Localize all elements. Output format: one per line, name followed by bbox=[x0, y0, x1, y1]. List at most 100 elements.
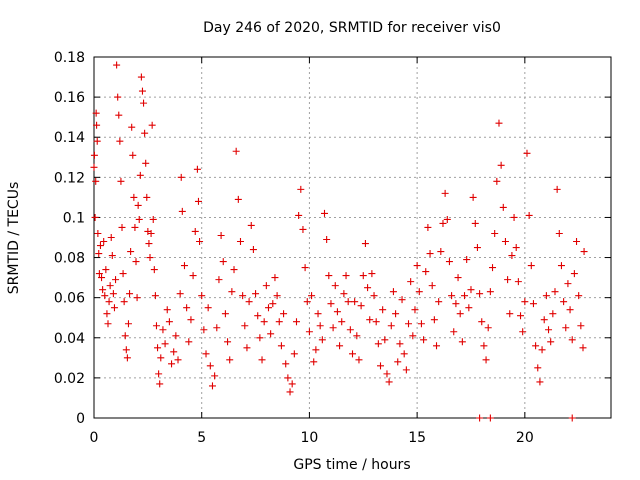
plot-frame bbox=[93, 56, 612, 419]
data-point bbox=[577, 322, 585, 330]
data-point bbox=[469, 193, 477, 201]
data-point bbox=[493, 177, 501, 185]
data-point bbox=[105, 298, 113, 306]
data-point bbox=[142, 159, 150, 167]
data-point bbox=[126, 290, 134, 298]
data-point bbox=[461, 292, 469, 300]
data-points bbox=[90, 61, 588, 422]
data-point bbox=[102, 266, 110, 274]
data-point bbox=[101, 292, 109, 300]
data-point bbox=[115, 111, 123, 119]
data-point bbox=[400, 350, 408, 358]
data-point bbox=[132, 258, 140, 266]
data-point bbox=[213, 324, 221, 332]
data-point bbox=[109, 290, 117, 298]
data-point bbox=[94, 229, 102, 237]
data-point bbox=[437, 248, 445, 256]
data-point bbox=[143, 193, 151, 201]
data-point bbox=[420, 336, 428, 344]
x-tick-label: 0 bbox=[90, 430, 99, 446]
data-point bbox=[413, 262, 421, 270]
data-point bbox=[320, 209, 328, 217]
data-point bbox=[361, 240, 369, 248]
data-point bbox=[140, 99, 148, 107]
data-point bbox=[463, 256, 471, 264]
data-point bbox=[318, 336, 326, 344]
data-point bbox=[325, 272, 333, 280]
data-point bbox=[267, 330, 275, 338]
data-point bbox=[155, 370, 163, 378]
data-point bbox=[433, 342, 441, 350]
data-point bbox=[252, 290, 260, 298]
data-point bbox=[219, 258, 227, 266]
data-point bbox=[170, 348, 178, 356]
data-point bbox=[138, 87, 146, 95]
data-point bbox=[95, 250, 103, 258]
data-point bbox=[117, 177, 125, 185]
data-point bbox=[517, 312, 525, 320]
data-point bbox=[359, 272, 367, 280]
data-point bbox=[118, 223, 126, 231]
y-tick-label: 0.12 bbox=[54, 170, 85, 186]
data-point bbox=[103, 310, 111, 318]
data-point bbox=[245, 298, 253, 306]
data-point bbox=[351, 298, 359, 306]
data-point bbox=[458, 338, 466, 346]
data-point bbox=[284, 374, 292, 382]
data-point bbox=[91, 213, 99, 221]
data-point bbox=[90, 151, 98, 159]
data-point bbox=[178, 207, 186, 215]
data-point bbox=[303, 298, 311, 306]
data-point bbox=[476, 290, 484, 298]
data-point bbox=[331, 282, 339, 290]
data-point bbox=[484, 324, 492, 332]
data-point bbox=[536, 378, 544, 386]
data-point bbox=[119, 270, 127, 278]
data-point bbox=[129, 151, 137, 159]
data-point bbox=[415, 288, 423, 296]
data-point bbox=[191, 227, 199, 235]
data-point bbox=[258, 356, 266, 364]
data-point bbox=[206, 362, 214, 370]
data-point bbox=[381, 336, 389, 344]
data-point bbox=[538, 346, 546, 354]
data-point bbox=[146, 254, 154, 262]
data-point bbox=[349, 350, 356, 358]
data-point bbox=[301, 264, 309, 272]
data-point bbox=[499, 203, 507, 211]
data-point bbox=[249, 246, 257, 254]
data-point bbox=[295, 211, 303, 219]
x-tick-label: 20 bbox=[516, 430, 534, 446]
data-point bbox=[364, 284, 372, 292]
data-point bbox=[454, 274, 462, 282]
data-point bbox=[152, 322, 160, 330]
data-point bbox=[545, 326, 553, 334]
data-point bbox=[148, 121, 156, 129]
data-point bbox=[374, 340, 382, 348]
data-point bbox=[379, 306, 387, 314]
data-point bbox=[553, 185, 561, 193]
data-point bbox=[264, 304, 272, 312]
axis-ticks: 0 0.02 0.04 0.06 0.08 0.1 0.12 0.14 0.16 0.18 0 5 10… bbox=[54, 50, 611, 446]
data-point bbox=[368, 270, 376, 278]
data-point bbox=[501, 238, 509, 246]
data-point bbox=[377, 362, 385, 370]
data-point bbox=[122, 346, 130, 354]
data-point bbox=[540, 316, 548, 324]
y-tick-label: 0.1 bbox=[63, 210, 85, 226]
data-point bbox=[573, 238, 581, 246]
data-point bbox=[92, 177, 100, 185]
data-point bbox=[96, 242, 104, 250]
data-point bbox=[150, 266, 158, 274]
data-point bbox=[336, 342, 344, 350]
data-point bbox=[560, 298, 568, 306]
data-point bbox=[305, 328, 313, 336]
data-point bbox=[551, 288, 559, 296]
data-point bbox=[100, 238, 108, 246]
data-point bbox=[366, 316, 374, 324]
y-tick-label: 0.04 bbox=[54, 331, 85, 347]
data-point bbox=[566, 306, 574, 314]
data-point bbox=[107, 234, 115, 241]
data-point bbox=[177, 173, 185, 181]
data-point bbox=[389, 288, 397, 296]
